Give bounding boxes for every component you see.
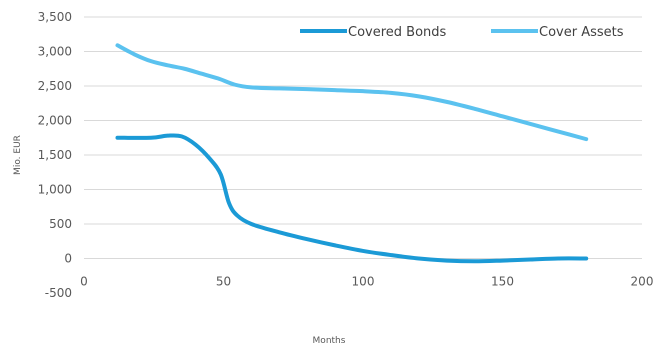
x-axis-title: Months (313, 336, 346, 346)
y-axis-title: Mio. EUR (13, 135, 23, 175)
x-tick-label: 0 (80, 275, 88, 289)
y-axis-ticks: -500 0 500 1,000 1,500 2,000 2,500 3,000 3,500 (38, 10, 72, 300)
y-tick-label: -500 (45, 286, 72, 300)
x-tick-label: 150 (491, 275, 514, 289)
y-tick-label: 1,500 (38, 148, 72, 162)
y-tick-label: 3,500 (38, 10, 72, 24)
y-tick-label: 1,000 (38, 183, 72, 197)
series-line-cover-assets (117, 45, 586, 139)
x-tick-label: 50 (216, 275, 231, 289)
legend-label-covered-bonds: Covered Bonds (348, 25, 447, 40)
y-tick-label: 2,000 (38, 114, 72, 128)
x-tick-label: 200 (631, 275, 654, 289)
series-line-covered-bonds (117, 135, 586, 261)
y-tick-label: 0 (64, 252, 72, 266)
y-tick-label: 3,000 (38, 45, 72, 59)
legend: Covered Bonds Cover Assets (300, 25, 624, 40)
y-tick-label: 500 (49, 217, 72, 231)
x-axis-ticks: 0 50 100 150 200 (80, 275, 653, 289)
y-tick-label: 2,500 (38, 79, 72, 93)
grid-lines (84, 17, 642, 259)
series-lines (117, 45, 586, 261)
legend-label-cover-assets: Cover Assets (539, 25, 624, 40)
x-tick-label: 100 (352, 275, 375, 289)
